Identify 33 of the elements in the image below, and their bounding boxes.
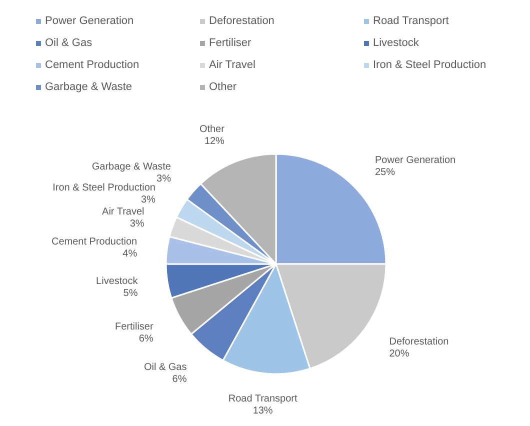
- data-label: 20%: [389, 348, 410, 360]
- data-label: 5%: [123, 288, 138, 299]
- data-label: 3%: [130, 218, 144, 230]
- data-label: 25%: [374, 167, 396, 178]
- slice-label: Other: [199, 124, 226, 135]
- data-label: 3%: [156, 173, 172, 184]
- legend-label: Deforestation: [209, 15, 274, 27]
- slice-label: Iron & Steel Production: [52, 182, 156, 194]
- slice-label: Fertiliser: [114, 321, 154, 332]
- legend-label: Road Transport: [373, 15, 449, 27]
- data-label: 6%: [172, 374, 187, 385]
- legend-label: Air Travel: [209, 59, 256, 71]
- slice-label: Road Transport: [228, 393, 298, 404]
- slice-label: Oil & Gas: [144, 362, 187, 373]
- data-label: 4%: [122, 248, 138, 260]
- slice-label: Air Travel: [102, 206, 144, 218]
- slice-label: Cement Production: [51, 236, 138, 248]
- legend-label: Fertiliser: [209, 37, 252, 49]
- slice-label: Garbage & Waste: [92, 161, 172, 172]
- data-label: 13%: [252, 405, 273, 416]
- slice-label: Power Generation: [374, 155, 456, 166]
- slice-label: Livestock: [96, 276, 139, 287]
- data-label: 6%: [138, 333, 154, 344]
- legend-label: Oil & Gas: [45, 37, 93, 49]
- slice-label: Deforestation: [389, 336, 449, 348]
- legend-label: Garbage & Waste: [45, 81, 132, 93]
- legend-label: Livestock: [373, 37, 420, 49]
- legend-label: Iron & Steel Production: [373, 59, 486, 71]
- data-label: 3%: [141, 194, 156, 206]
- legend-label: Other: [209, 81, 237, 93]
- data-label: 12%: [204, 136, 225, 147]
- legend-label: Cement Production: [45, 59, 140, 71]
- legend-label: Power Generation: [45, 15, 134, 27]
